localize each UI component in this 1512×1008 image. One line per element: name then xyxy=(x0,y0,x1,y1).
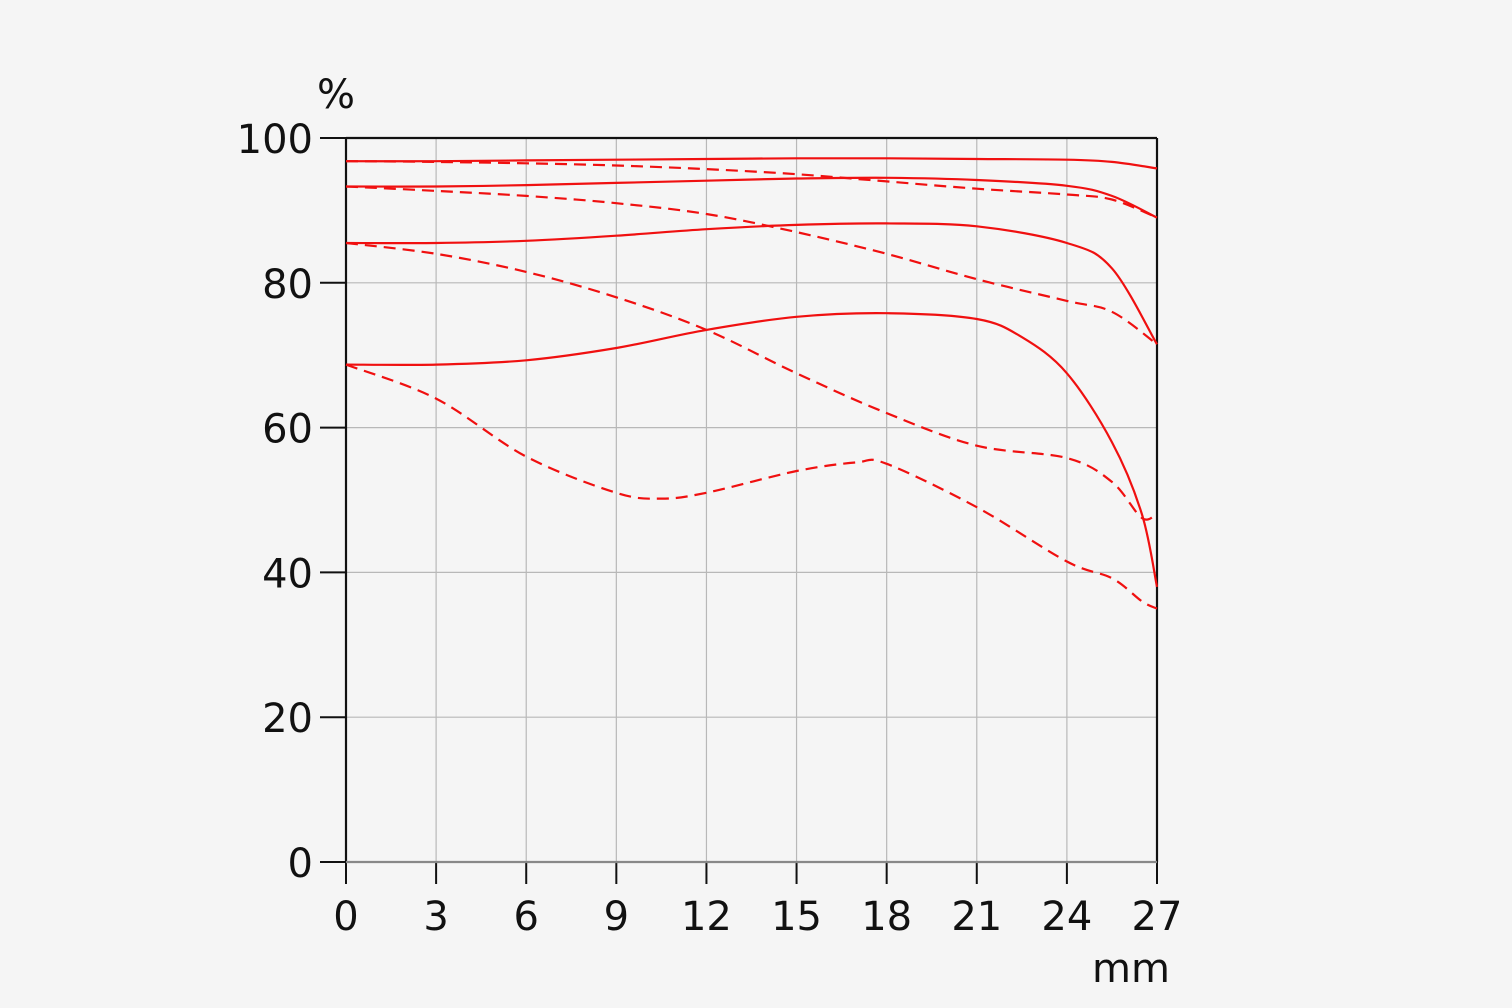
grid-lines xyxy=(346,138,1157,862)
y-tick-label-60: 60 xyxy=(262,407,313,453)
series-line-4-dashed xyxy=(345,185,1158,346)
x-tick-label-21: 21 xyxy=(951,894,1002,940)
series-line-3-solid xyxy=(345,176,1158,219)
y-tick-label-0: 0 xyxy=(288,841,313,887)
y-tick-label-20: 20 xyxy=(262,696,313,742)
series-line-7-solid xyxy=(345,312,1159,588)
x-tick-label-15: 15 xyxy=(771,894,822,940)
x-tick-label-9: 9 xyxy=(604,894,629,940)
y-tick-label-80: 80 xyxy=(262,262,313,308)
x-tick-label-24: 24 xyxy=(1041,894,1092,940)
x-tick-label-6: 6 xyxy=(513,894,538,940)
y-tick-label-100: 100 xyxy=(237,117,313,163)
x-tick-label-3: 3 xyxy=(423,894,448,940)
x-tick-label-12: 12 xyxy=(681,894,732,940)
y-axis-label: % xyxy=(317,72,355,118)
series-line-1-solid xyxy=(345,157,1158,170)
tick-labels: 0 3 6 9 12 15 18 21 24 27 0 20 40 60 80 100 xyxy=(237,117,1183,940)
x-axis-label: mm xyxy=(1092,946,1170,992)
series-line-5-solid xyxy=(345,222,1158,345)
x-tick-label-18: 18 xyxy=(861,894,912,940)
series-line-2-dashed xyxy=(345,160,1158,219)
series-line-6-dashed xyxy=(345,241,1158,521)
y-tick-label-40: 40 xyxy=(262,551,313,597)
axes xyxy=(320,136,1159,884)
x-tick-label-27: 27 xyxy=(1132,894,1183,940)
series-layer xyxy=(345,157,1159,610)
x-tick-label-0: 0 xyxy=(333,894,358,940)
